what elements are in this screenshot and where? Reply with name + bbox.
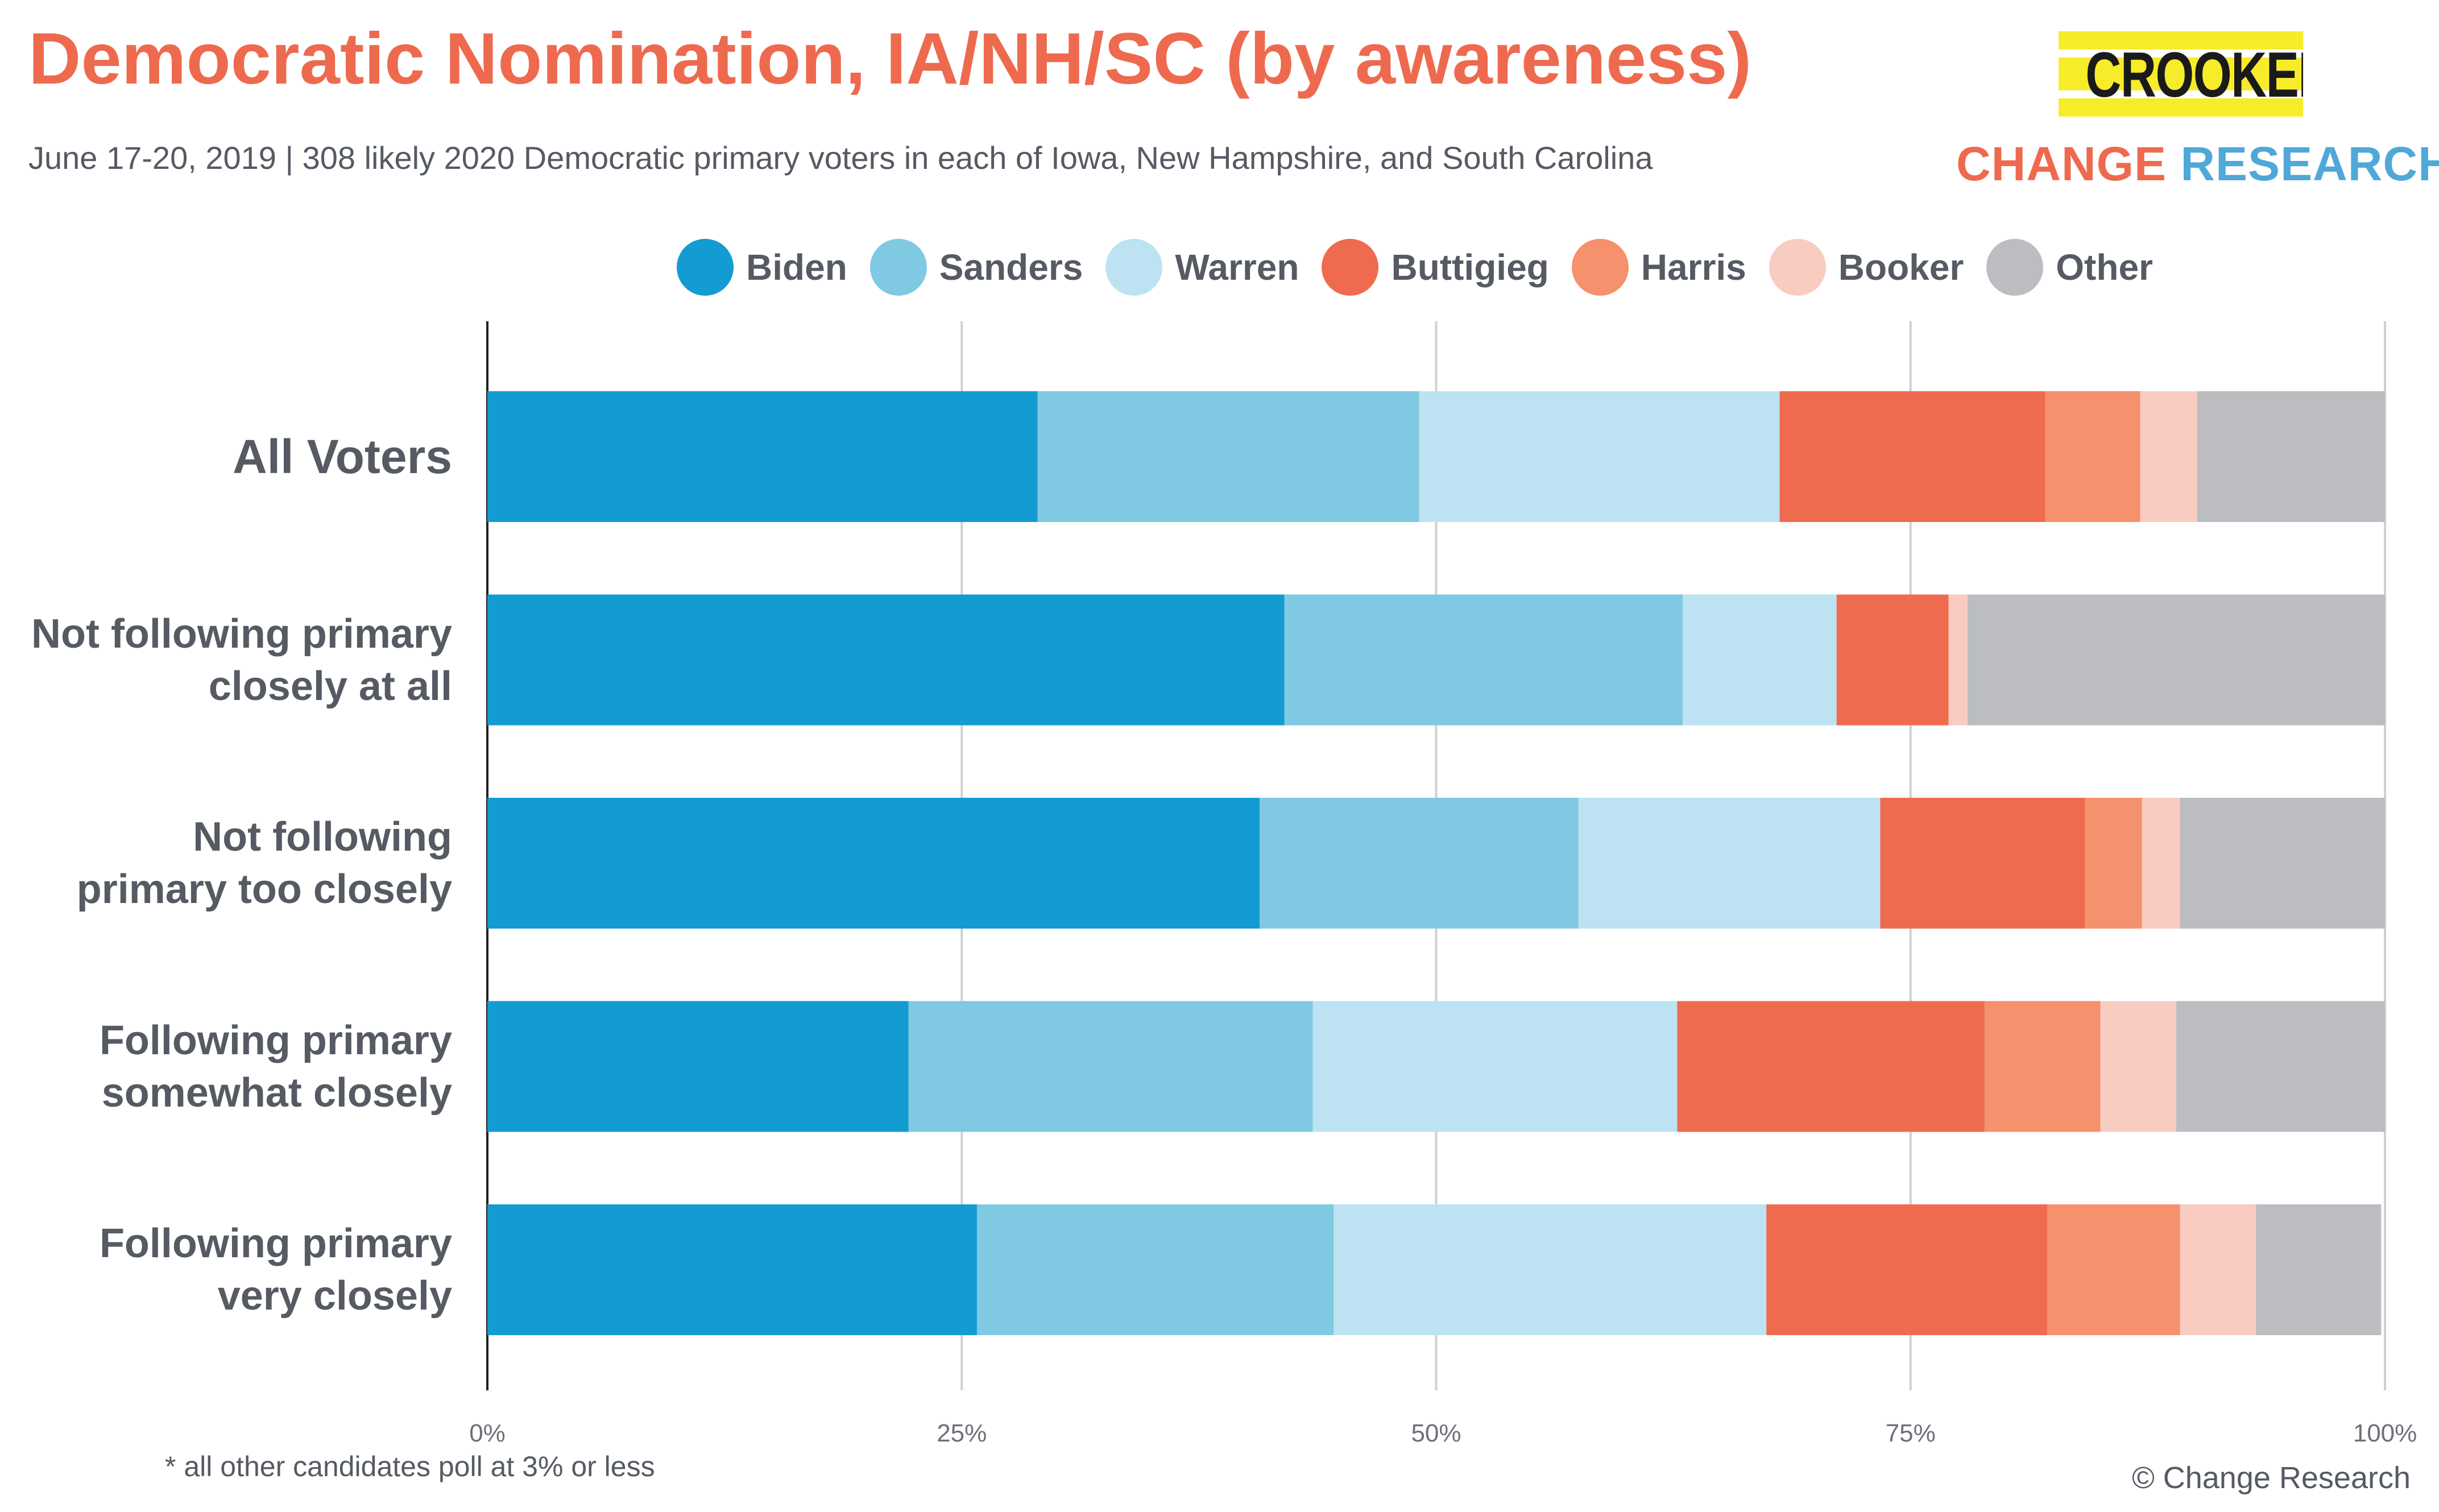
bar-warren-4 bbox=[1312, 1001, 1678, 1132]
bar-biden-4 bbox=[487, 1001, 909, 1132]
bar-biden-5 bbox=[487, 1204, 977, 1335]
chart-subtitle: June 17-20, 2019 | 308 likely 2020 Democ… bbox=[28, 140, 1653, 176]
bar-sanders-2 bbox=[1284, 594, 1683, 726]
category-label-line: All Voters bbox=[233, 430, 452, 483]
bar-booker-3 bbox=[2142, 798, 2180, 929]
bar-other-2 bbox=[1967, 594, 2385, 726]
chart-legend: Biden Sanders Warren Buttigieg Harris Booker O… bbox=[677, 239, 2153, 296]
bar-warren-3 bbox=[1578, 798, 1881, 929]
bar-sanders-3 bbox=[1260, 798, 1579, 929]
legend-label-buttigieg: Buttigieg bbox=[1391, 247, 1549, 288]
category-label-5: Following primary very closely bbox=[100, 1217, 452, 1322]
bar-harris-4 bbox=[1984, 1001, 2101, 1132]
logo-research-word: RESEARCH bbox=[2180, 137, 2439, 190]
legend-item-biden: Biden bbox=[677, 239, 847, 296]
bar-biden-2 bbox=[487, 594, 1285, 726]
category-label-line: closely at all bbox=[208, 663, 452, 709]
bar-buttigieg-4 bbox=[1677, 1001, 1985, 1132]
category-label-3: Not following primary too closely bbox=[77, 811, 452, 916]
category-label-1: All Voters bbox=[233, 430, 452, 483]
legend-label-booker: Booker bbox=[1838, 247, 1964, 288]
bar-other-3 bbox=[2180, 798, 2385, 929]
category-label-line: Not following primary bbox=[31, 611, 452, 657]
bar-other-4 bbox=[2176, 1001, 2385, 1132]
bar-booker-2 bbox=[1948, 594, 1968, 726]
bar-harris-5 bbox=[2047, 1204, 2180, 1335]
legend-label-sanders: Sanders bbox=[939, 247, 1083, 288]
logo-change-word: CHANGE bbox=[1956, 137, 2167, 190]
bar-other-5 bbox=[2256, 1204, 2382, 1335]
legend-swatch-warren bbox=[1105, 239, 1163, 296]
copyright: © Change Research bbox=[2131, 1461, 2411, 1495]
x-tick-label: 25% bbox=[937, 1419, 987, 1447]
bar-other-1 bbox=[2197, 391, 2385, 522]
bar-booker-4 bbox=[2100, 1001, 2176, 1132]
legend-item-harris: Harris bbox=[1571, 239, 1746, 296]
change-research-logo: CHANGE RESEARCH™ bbox=[1956, 136, 2439, 192]
x-tick-label: 75% bbox=[1886, 1419, 1936, 1447]
chart-title: Democratic Nomination, IA/NH/SC (by awar… bbox=[28, 18, 1752, 100]
legend-label-biden: Biden bbox=[746, 247, 847, 288]
bar-harris-1 bbox=[2045, 391, 2140, 522]
bar-warren-2 bbox=[1683, 594, 1837, 726]
legend-item-other: Other bbox=[1986, 239, 2153, 296]
bar-warren-1 bbox=[1419, 391, 1780, 522]
legend-swatch-buttigieg bbox=[1322, 239, 1379, 296]
bar-buttigieg-1 bbox=[1779, 391, 2045, 522]
legend-swatch-harris bbox=[1571, 239, 1629, 296]
category-label-4: Following primary somewhat closely bbox=[100, 1014, 452, 1119]
category-label-2: Not following primary closely at all bbox=[31, 608, 452, 712]
x-tick-label: 50% bbox=[1411, 1419, 1461, 1447]
footnote: * all other candidates poll at 3% or les… bbox=[165, 1451, 655, 1482]
category-label-line: somewhat closely bbox=[101, 1070, 452, 1116]
bar-buttigieg-2 bbox=[1836, 594, 1949, 726]
category-label-line: Not following bbox=[193, 814, 452, 860]
bar-buttigieg-5 bbox=[1766, 1204, 2048, 1335]
x-tick-label: 0% bbox=[469, 1419, 506, 1447]
crooked-logo-text: CROOKED bbox=[2085, 39, 2303, 110]
x-tick-label: 100% bbox=[2353, 1419, 2417, 1447]
legend-item-warren: Warren bbox=[1105, 239, 1299, 296]
legend-item-booker: Booker bbox=[1769, 239, 1964, 296]
bar-sanders-5 bbox=[976, 1204, 1334, 1335]
crooked-logo: CROOKED bbox=[2059, 31, 2303, 117]
legend-swatch-biden bbox=[677, 239, 734, 296]
bar-booker-1 bbox=[2140, 391, 2197, 522]
bar-booker-5 bbox=[2180, 1204, 2256, 1335]
bar-biden-3 bbox=[487, 798, 1260, 929]
bar-buttigieg-3 bbox=[1880, 798, 2085, 929]
bar-sanders-1 bbox=[1037, 391, 1419, 522]
legend-swatch-booker bbox=[1769, 239, 1826, 296]
legend-label-warren: Warren bbox=[1175, 247, 1299, 288]
bar-warren-5 bbox=[1334, 1204, 1767, 1335]
category-label-line: primary too closely bbox=[76, 867, 452, 912]
category-label-line: Following primary bbox=[99, 1017, 452, 1063]
category-label-line: Following primary bbox=[99, 1221, 452, 1266]
legend-label-other: Other bbox=[2056, 247, 2153, 288]
legend-label-harris: Harris bbox=[1641, 247, 1746, 288]
legend-item-sanders: Sanders bbox=[869, 239, 1083, 296]
category-label-line: very closely bbox=[217, 1273, 452, 1319]
bar-harris-3 bbox=[2085, 798, 2142, 929]
legend-item-buttigieg: Buttigieg bbox=[1322, 239, 1549, 296]
bar-biden-1 bbox=[487, 391, 1038, 522]
legend-swatch-other bbox=[1986, 239, 2044, 296]
bar-sanders-4 bbox=[908, 1001, 1313, 1132]
legend-swatch-sanders bbox=[869, 239, 927, 296]
